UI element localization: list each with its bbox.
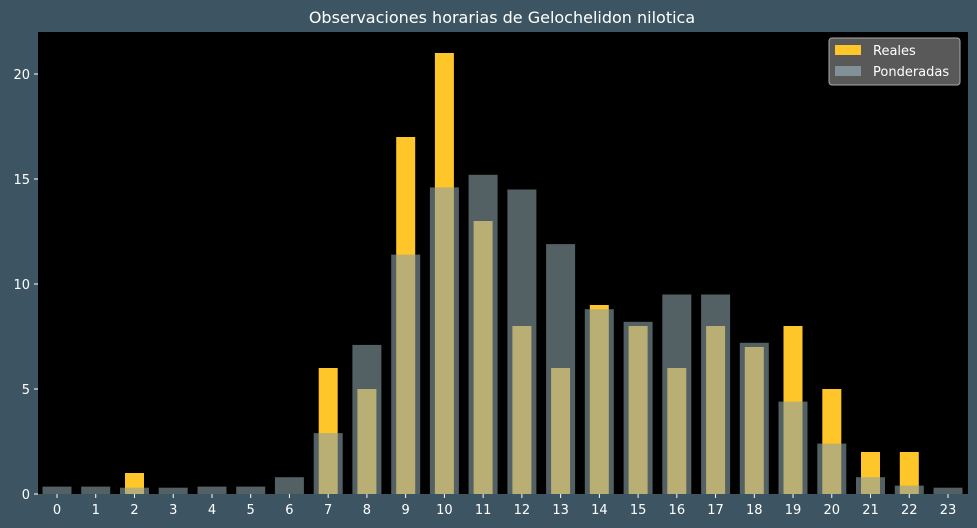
bar-ponderadas-hour-5: [236, 486, 266, 494]
bar-ponderadas-hour-6: [274, 477, 304, 494]
legend-label-reales: Reales: [873, 44, 916, 59]
bar-ponderadas-hour-13: [546, 244, 576, 494]
bar-ponderadas-hour-22: [894, 485, 924, 494]
legend-label-ponderadas: Ponderadas: [873, 65, 949, 80]
x-tick-label: 15: [630, 503, 647, 518]
bar-ponderadas-hour-15: [623, 321, 653, 494]
y-tick-label: 5: [22, 383, 30, 398]
y-tick-label: 10: [13, 278, 30, 293]
x-tick-label: 14: [591, 503, 608, 518]
x-tick-label: 2: [130, 503, 138, 518]
y-tick-label: 20: [13, 68, 30, 83]
x-axis: 0 1 2 3 4 5 6 7 8 9 10 11 12 13 14 15 16 17 18 19 20 21 22 23: [53, 494, 956, 518]
x-tick-label: 0: [53, 503, 61, 518]
bar-ponderadas-hour-23: [933, 487, 963, 494]
plot-area: [38, 32, 968, 494]
x-tick-label: 8: [363, 503, 371, 518]
bar-ponderadas-hour-4: [197, 486, 227, 494]
x-tick-label: 16: [669, 503, 686, 518]
series-ponderadas-bars: [42, 174, 963, 495]
legend-swatch-reales: [835, 45, 861, 55]
x-tick-label: 3: [169, 503, 177, 518]
bar-ponderadas-hour-19: [778, 401, 808, 494]
bar-ponderadas-hour-9: [391, 254, 421, 494]
bar-ponderadas-hour-2: [120, 487, 149, 494]
x-tick-label: 21: [862, 503, 879, 518]
bar-reales-hour-22: [899, 452, 919, 494]
bar-ponderadas-hour-17: [701, 294, 731, 494]
bar-ponderadas-hour-14: [584, 309, 614, 494]
y-tick-label: 15: [13, 173, 30, 188]
x-tick-label: 18: [746, 503, 763, 518]
legend-swatch-ponderadas: [835, 66, 861, 76]
y-tick-label: 0: [22, 488, 30, 503]
bar-ponderadas-hour-8: [352, 344, 382, 494]
bar-ponderadas-hour-16: [662, 294, 692, 494]
x-tick-label: 5: [247, 503, 255, 518]
chart-title: Observaciones horarias de Gelochelidon n…: [309, 8, 695, 27]
legend: Reales Ponderadas: [828, 37, 961, 86]
y-axis: 0 5 10 15 20: [13, 68, 38, 503]
bar-ponderadas-hour-7: [313, 433, 343, 494]
x-tick-label: 13: [552, 503, 569, 518]
bar-ponderadas-hour-0: [42, 486, 72, 494]
x-tick-label: 19: [785, 503, 802, 518]
bar-ponderadas-hour-3: [158, 487, 188, 494]
x-tick-label: 4: [208, 503, 216, 518]
x-tick-label: 11: [475, 503, 492, 518]
bar-ponderadas-hour-11: [468, 174, 498, 495]
x-tick-label: 20: [824, 503, 841, 518]
x-tick-label: 6: [285, 503, 293, 518]
bar-ponderadas-hour-21: [856, 477, 885, 494]
x-tick-label: 9: [402, 503, 410, 518]
bar-ponderadas-hour-20: [817, 443, 847, 494]
x-tick-label: 10: [436, 503, 453, 518]
x-tick-label: 1: [92, 503, 100, 518]
x-tick-label: 12: [514, 503, 531, 518]
bar-ponderadas-hour-12: [507, 189, 537, 494]
x-tick-label: 22: [901, 503, 918, 518]
legend-box: [828, 37, 961, 86]
x-tick-label: 7: [324, 503, 332, 518]
bar-ponderadas-hour-10: [429, 187, 459, 494]
bar-ponderadas-hour-1: [81, 486, 111, 494]
x-tick-label: 23: [940, 503, 957, 518]
x-tick-label: 17: [707, 503, 724, 518]
bar-ponderadas-hour-18: [739, 342, 769, 494]
